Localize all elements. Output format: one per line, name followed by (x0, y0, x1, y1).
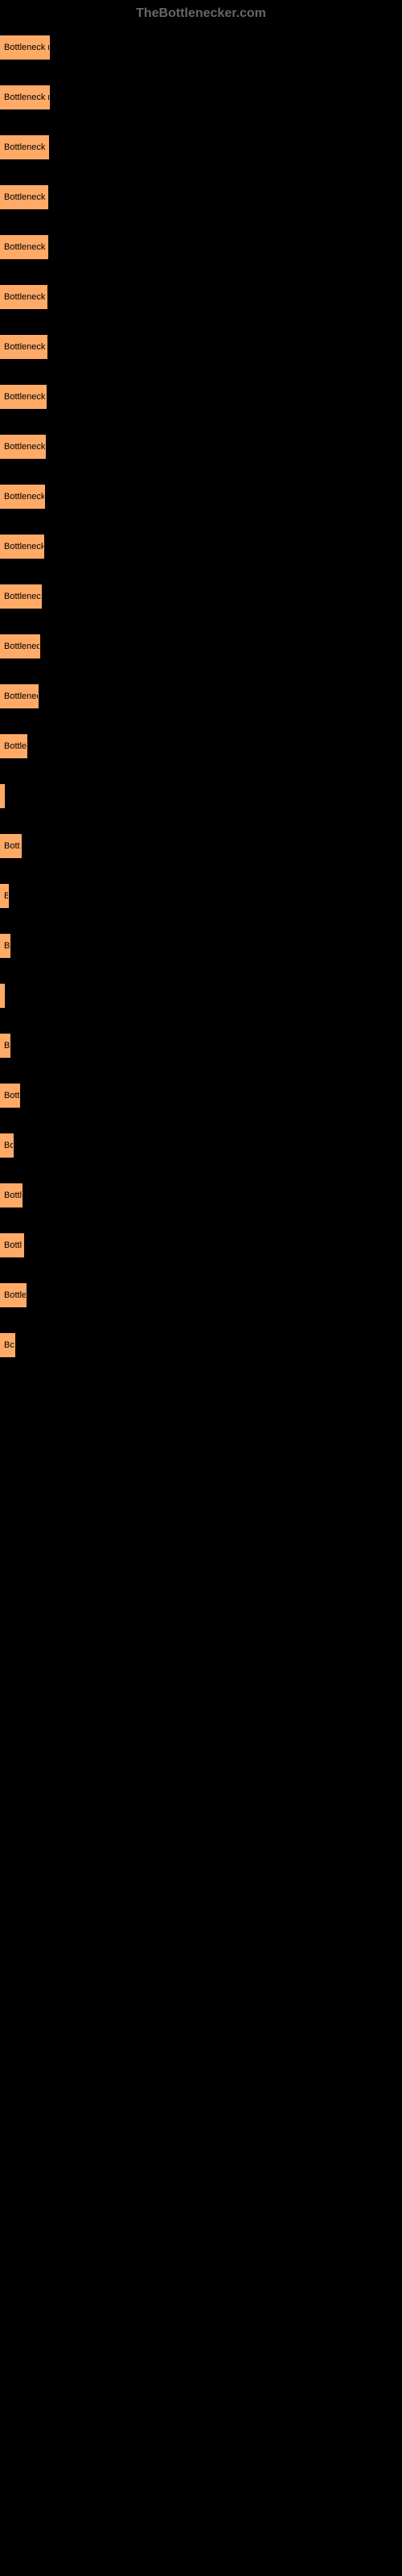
bar: Bottleneck re (0, 285, 47, 309)
bar: Bottleneck re (0, 435, 46, 459)
bar-label: Bo (4, 1141, 14, 1150)
bar-label: Bottleneck re (4, 342, 47, 352)
bar: Bottleneck (0, 584, 42, 609)
bar-label: Bottleneck (4, 642, 40, 651)
bar-label: Bott (4, 1091, 20, 1100)
bar: Bottleneck (0, 684, 39, 708)
bar: Bottle (0, 734, 27, 758)
bar-label: Bottleneck r (4, 542, 44, 551)
bar-row: Bottleneck res (0, 85, 402, 109)
bar-label: Bottle (4, 1290, 27, 1300)
bar: Bott (0, 1084, 20, 1108)
bar-label: B (4, 891, 9, 901)
bar-row: Bottleneck r (0, 535, 402, 559)
bar (0, 984, 5, 1008)
bar-row: Bottleneck (0, 684, 402, 708)
bar (0, 784, 5, 808)
bar-label: Bottl (4, 1241, 22, 1250)
bar: Bott (0, 834, 22, 858)
bar-label: Bottleneck re (4, 292, 47, 302)
bar-row: Bottleneck re (0, 235, 402, 259)
bar: Bottleneck r (0, 535, 44, 559)
bar-row: Bottleneck res (0, 135, 402, 159)
bar-label: Bottleneck re (4, 392, 47, 402)
bar-label: Bottleneck (4, 592, 42, 601)
bar-row: Bottle (0, 734, 402, 758)
bar-row: B (0, 884, 402, 908)
bar-label: Bottleneck re (4, 442, 46, 452)
bar-label: Bottleneck (4, 691, 39, 701)
site-title: TheBottlenecker.com (136, 6, 266, 20)
bar-label: Bottl (4, 1191, 22, 1200)
bar: Bottl (0, 1183, 23, 1208)
bar-label: B (4, 941, 10, 951)
bar-row: Bott (0, 1084, 402, 1108)
bar-label: Bottleneck res (4, 93, 50, 102)
bar-label: B (4, 1041, 10, 1051)
bar: Bc (0, 1333, 15, 1357)
bar-row: Bottleneck (0, 634, 402, 658)
header: TheBottlenecker.com (0, 0, 402, 27)
bar-row (0, 984, 402, 1008)
bar-row: Bottleneck re (0, 285, 402, 309)
bar-row: Bottle (0, 1283, 402, 1307)
bar-label: Bottleneck re (4, 492, 45, 502)
bar: Bottleneck (0, 634, 40, 658)
bar: B (0, 884, 9, 908)
bar-row: Bottleneck (0, 584, 402, 609)
bar-row: Bottl (0, 1233, 402, 1257)
bar-label: Bottleneck re (4, 192, 48, 202)
bar: Bottleneck re (0, 485, 45, 509)
bar: Bottle (0, 1283, 27, 1307)
bar: Bottleneck re (0, 385, 47, 409)
bar-label: Bottleneck re (4, 242, 48, 252)
bar: Bottleneck res (0, 35, 50, 60)
bar-row: Bottleneck re (0, 335, 402, 359)
bar: Bo (0, 1133, 14, 1158)
bar-row: Bottl (0, 1183, 402, 1208)
bar: B (0, 1034, 10, 1058)
bar: Bottleneck res (0, 85, 50, 109)
bar-row (0, 784, 402, 808)
bar-row: B (0, 934, 402, 958)
bar: Bottleneck res (0, 135, 49, 159)
bar: Bottleneck re (0, 185, 48, 209)
bar-row: B (0, 1034, 402, 1058)
bar-row: Bottleneck re (0, 485, 402, 509)
bar-label: Bc (4, 1340, 14, 1350)
bar-row: Bottleneck res (0, 35, 402, 60)
bar: Bottleneck re (0, 335, 47, 359)
bar: Bottl (0, 1233, 24, 1257)
bar-label: Bott (4, 841, 20, 851)
bar-label: Bottleneck res (4, 43, 50, 52)
bar-row: Bc (0, 1333, 402, 1357)
bar-label: Bottleneck res (4, 142, 49, 152)
bar: B (0, 934, 10, 958)
bar-row: Bo (0, 1133, 402, 1158)
bar: Bottleneck re (0, 235, 48, 259)
bar-label: Bottle (4, 741, 27, 751)
bar-row: Bottleneck re (0, 435, 402, 459)
bars-container: Bottleneck res Bottleneck res Bottleneck r… (0, 27, 402, 1391)
bar-row: Bottleneck re (0, 185, 402, 209)
bar-row: Bottleneck re (0, 385, 402, 409)
bar-row: Bott (0, 834, 402, 858)
